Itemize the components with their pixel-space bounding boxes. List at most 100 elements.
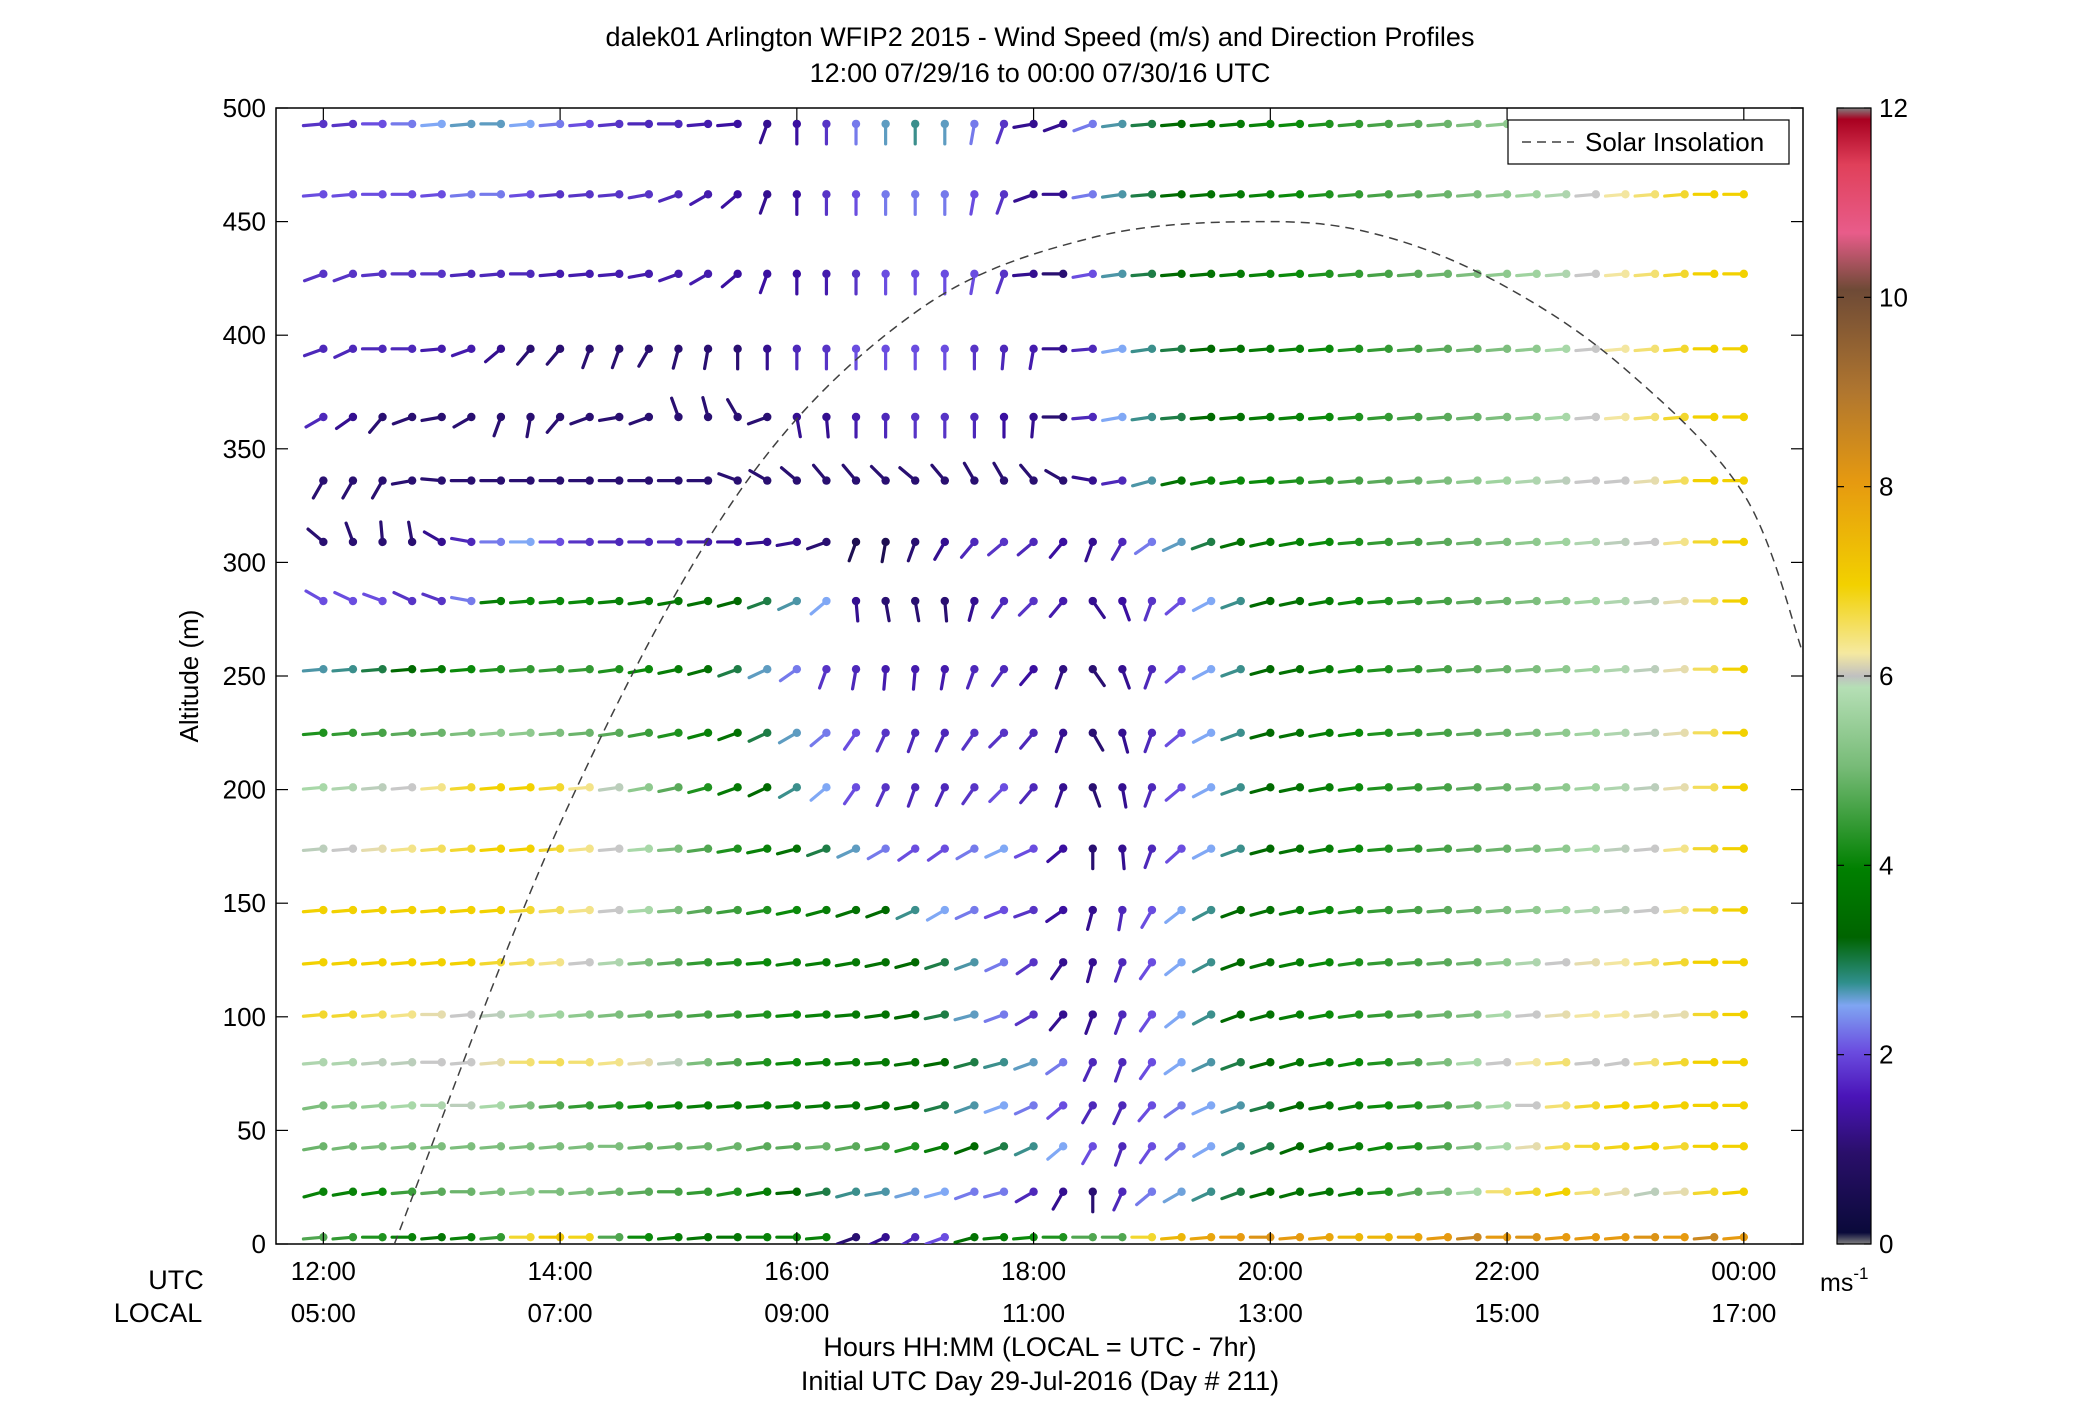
wind-barb-point <box>1680 1232 1689 1242</box>
wind-barb-point <box>940 269 950 279</box>
wind-barb-point <box>911 1232 920 1242</box>
wind-barb-point <box>1414 1010 1423 1019</box>
wind-barb-point <box>585 905 594 915</box>
wind-barb-point <box>1650 412 1660 422</box>
wind-barb-point <box>1058 664 1068 674</box>
wind-barb-point <box>319 1010 328 1019</box>
wind-barb-point <box>348 664 358 674</box>
wind-barb-point <box>1414 596 1423 606</box>
x-tick-label-utc: 12:00 <box>291 1256 356 1286</box>
wind-barb-point <box>911 1101 920 1110</box>
wind-barb-point <box>911 119 920 129</box>
wind-barb-point <box>348 783 358 792</box>
wind-barb-point <box>555 269 565 279</box>
wind-barb-point <box>1680 1010 1689 1019</box>
y-tick-label: 500 <box>223 93 266 123</box>
wind-barb-point <box>555 783 565 792</box>
wind-barb-point <box>437 664 446 674</box>
wind-barb-point <box>1414 844 1423 853</box>
wind-barb-point <box>467 1101 476 1110</box>
wind-barb-point <box>1088 1058 1097 1067</box>
wind-barb-point <box>999 344 1009 354</box>
wind-barb-point <box>1354 783 1364 792</box>
wind-barb-point <box>911 476 920 485</box>
wind-barb-point <box>467 783 476 792</box>
wind-barb-point <box>1295 344 1305 354</box>
wind-barb-point <box>1562 476 1571 485</box>
wind-barb-point <box>1295 783 1305 792</box>
wind-barb-point <box>1739 344 1749 354</box>
wind-barb-point <box>555 905 565 915</box>
wind-barb-point <box>792 1010 802 1019</box>
wind-barb-point <box>881 1010 890 1019</box>
wind-barb-point <box>1591 1142 1601 1151</box>
wind-barb-point <box>1295 958 1305 967</box>
wind-barb-point <box>1532 958 1541 967</box>
wind-barb-point <box>1206 958 1216 967</box>
wind-barb-point <box>1473 119 1482 129</box>
chart-subtitle: 12:00 07/29/16 to 00:00 07/30/16 UTC <box>810 58 1271 88</box>
wind-barb-point <box>615 190 624 199</box>
wind-barb-point <box>970 269 979 279</box>
wind-barb-point <box>1236 844 1245 853</box>
wind-barb-point <box>1206 190 1216 199</box>
wind-barb-point <box>407 1142 417 1151</box>
wind-barb-point <box>1206 1232 1216 1242</box>
wind-barb-point <box>1147 412 1157 422</box>
wind-barb-point <box>940 1010 950 1019</box>
wind-barb-point <box>1739 412 1749 422</box>
wind-barb-point <box>526 1187 535 1196</box>
wind-barb-point <box>1177 1187 1186 1196</box>
wind-barb-point <box>911 269 920 279</box>
wind-barb-point <box>1650 537 1660 547</box>
wind-barb-point <box>881 728 890 737</box>
wind-barb-point <box>1147 664 1157 674</box>
wind-barb-point <box>407 537 417 547</box>
x-tick-label-local: 11:00 <box>1002 1298 1065 1328</box>
wind-barb-point <box>1473 412 1482 422</box>
wind-barb-point <box>1680 958 1689 967</box>
wind-barb-point <box>970 596 979 606</box>
wind-barb-point <box>1147 1101 1157 1110</box>
wind-barb-point <box>407 269 417 279</box>
wind-barb-point <box>348 269 358 279</box>
wind-barb-point <box>1680 537 1689 547</box>
wind-barb-point <box>674 728 683 737</box>
wind-barb-point <box>1118 269 1127 279</box>
wind-barb-point <box>1354 537 1364 547</box>
colorbar-tick-label: 12 <box>1879 93 1908 123</box>
wind-barb-point <box>1739 728 1749 737</box>
wind-barb-point <box>1354 664 1364 674</box>
wind-barb-point <box>1029 269 1038 279</box>
wind-barb-point <box>1710 783 1719 792</box>
wind-barb-point <box>851 664 861 674</box>
wind-barb-point <box>881 844 890 853</box>
wind-barb-point <box>851 905 861 915</box>
wind-barb-point <box>555 1187 565 1196</box>
wind-barb-point <box>585 664 594 674</box>
wind-barb-point <box>1532 1232 1541 1242</box>
wind-barb-point <box>1621 269 1630 279</box>
y-tick-label: 250 <box>223 661 266 691</box>
wind-barb-point <box>1414 958 1423 967</box>
wind-barb-point <box>1118 476 1127 485</box>
wind-barb-point <box>703 958 713 967</box>
wind-barb-point <box>1650 1142 1660 1151</box>
wind-barb-point <box>1384 269 1393 279</box>
wind-barb-point <box>437 476 446 485</box>
wind-barb-point <box>1354 844 1364 853</box>
wind-barb-point <box>703 269 713 279</box>
wind-barb-point <box>1236 664 1245 674</box>
wind-barb-point <box>1650 844 1660 853</box>
wind-barb-point <box>585 1010 594 1019</box>
wind-barb-point <box>822 1101 831 1110</box>
wind-barb-point <box>1236 1101 1245 1110</box>
wind-barb-point <box>1295 1101 1305 1110</box>
colorbar-unit-exponent: -1 <box>1853 1264 1868 1283</box>
wind-barb-point <box>1325 664 1334 674</box>
wind-barb-point <box>467 476 476 485</box>
wind-barb-point <box>1118 664 1127 674</box>
wind-barb-point <box>674 844 683 853</box>
wind-barb-point <box>407 1187 417 1196</box>
wind-barb-point <box>1739 269 1749 279</box>
